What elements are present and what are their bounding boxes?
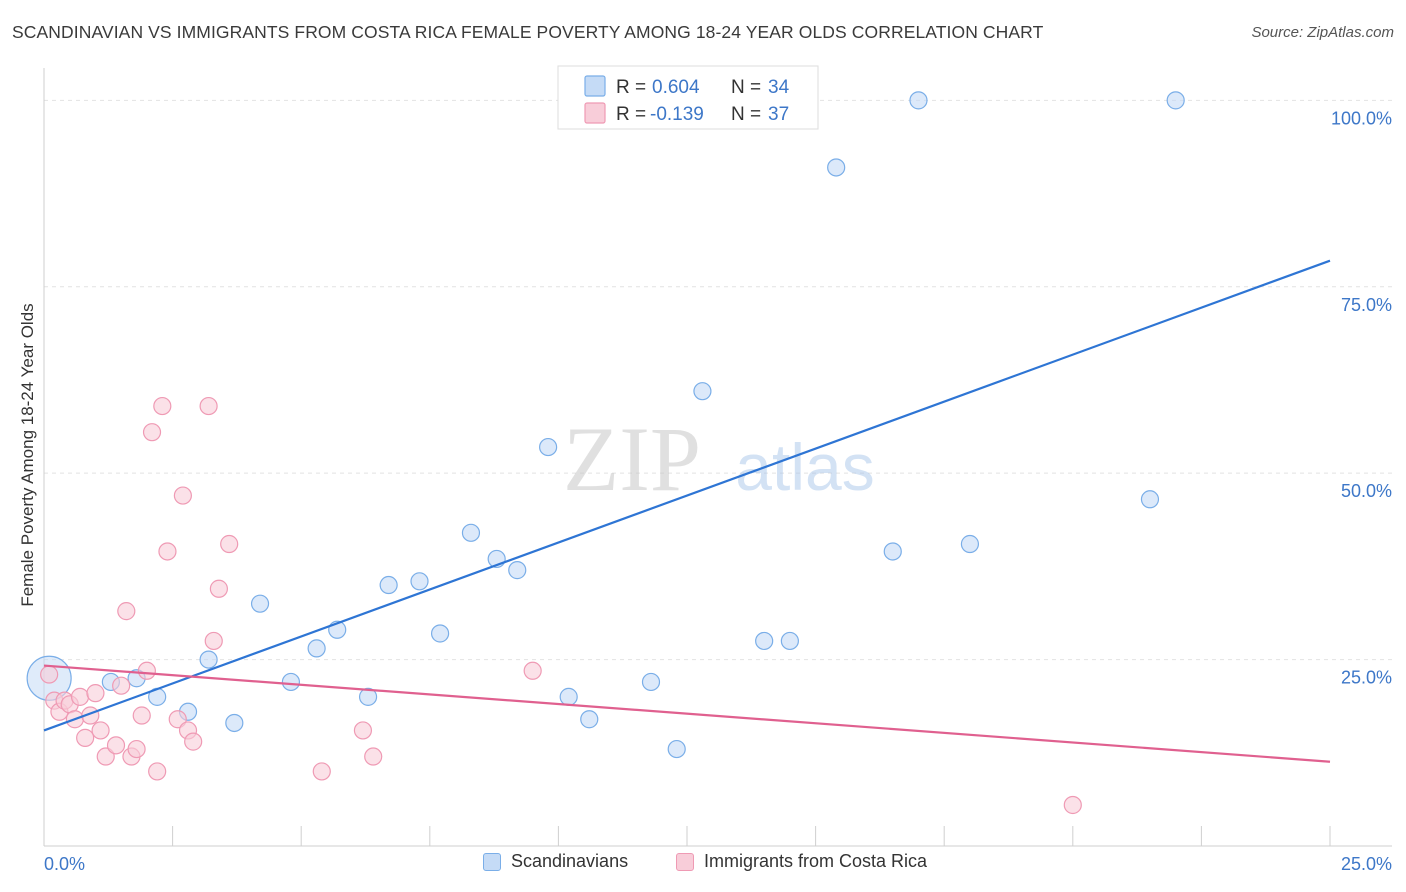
y-tick-label: 50.0%: [1341, 481, 1392, 501]
x-tick-labels: 0.0% 25.0%: [44, 854, 1392, 874]
costa-rica-trend-line: [43, 664, 1331, 763]
scandinavian-trend-line: [43, 259, 1331, 732]
watermark: ZIP atlas: [563, 408, 875, 510]
stat-r-value-1: 0.604: [652, 77, 700, 98]
costa-rica-point[interactable]: [353, 721, 373, 740]
costa-rica-point[interactable]: [153, 396, 172, 416]
legend-swatch-pink: [676, 852, 694, 871]
stat-r-label-2: R =: [616, 104, 646, 125]
scandinavian-point[interactable]: [780, 631, 799, 651]
costa-rica-point[interactable]: [112, 676, 131, 695]
scandinavian-point[interactable]: [1140, 490, 1160, 509]
costa-rica-point[interactable]: [117, 602, 136, 621]
costa-rica-point[interactable]: [209, 579, 228, 598]
scandinavian-point[interactable]: [909, 91, 928, 110]
costa-rica-point[interactable]: [127, 739, 146, 759]
legend-swatch-blue: [483, 852, 501, 871]
legend-item-scandinavians[interactable]: Scandinavians: [483, 851, 628, 872]
x-ticks: [43, 826, 1331, 846]
stats-legend: R = 0.604 N = 34 R = -0.139 N = 37: [557, 65, 819, 130]
costa-rica-point[interactable]: [158, 542, 177, 561]
costa-rica-point[interactable]: [184, 732, 203, 751]
costa-rica-point[interactable]: [137, 661, 156, 680]
legend-item-costa-rica[interactable]: Immigrants from Costa Rica: [676, 851, 927, 872]
scandinavian-point[interactable]: [580, 710, 599, 729]
scandinavian-point[interactable]: [693, 382, 712, 401]
y-tick-label: 100.0%: [1331, 108, 1392, 128]
legend-label-scandinavians: Scandinavians: [511, 851, 629, 871]
stat-r-label-1: R =: [616, 77, 646, 98]
scandinavian-point[interactable]: [281, 672, 301, 692]
scandinavian-point[interactable]: [827, 158, 846, 177]
costa-rica-point[interactable]: [364, 747, 383, 766]
scandinavian-point[interactable]: [667, 739, 686, 759]
costa-rica-point[interactable]: [76, 728, 95, 747]
costa-rica-point[interactable]: [1063, 795, 1082, 815]
costa-rica-point[interactable]: [173, 486, 192, 505]
y-tick-label: 75.0%: [1341, 295, 1392, 315]
costa-rica-point[interactable]: [106, 736, 126, 755]
stat-n-value-1: 34: [768, 77, 790, 98]
watermark-atlas: atlas: [735, 430, 874, 504]
costa-rica-point[interactable]: [168, 710, 187, 729]
scandinavian-point[interactable]: [430, 624, 450, 643]
scandinavian-point[interactable]: [539, 437, 558, 457]
scandinavian-point[interactable]: [755, 631, 774, 651]
trend-lines: [43, 259, 1331, 763]
axes: [43, 68, 1392, 847]
scandinavian-point[interactable]: [410, 572, 429, 591]
costa-rica-point[interactable]: [199, 396, 218, 416]
scandinavian-point[interactable]: [225, 713, 244, 733]
legend-label-costa-rica: Immigrants from Costa Rica: [704, 851, 928, 871]
scandinavian-point[interactable]: [379, 575, 398, 595]
costa-rica-point[interactable]: [148, 762, 167, 781]
costa-rica-point[interactable]: [142, 423, 162, 442]
scandinavian-point[interactable]: [1166, 91, 1185, 110]
scandinavian-point[interactable]: [250, 594, 270, 613]
scandinavian-point[interactable]: [641, 672, 661, 692]
costa-rica-point[interactable]: [204, 631, 223, 651]
x-tick-label-min: 0.0%: [44, 854, 85, 874]
scandinavian-point[interactable]: [508, 561, 527, 580]
stat-n-value-2: 37: [768, 104, 789, 125]
scandinavian-point[interactable]: [461, 523, 481, 542]
scandinavian-point[interactable]: [199, 650, 218, 669]
gridlines: [44, 99, 1392, 661]
x-tick-label-max: 25.0%: [1341, 854, 1392, 874]
costa-rica-point[interactable]: [40, 665, 59, 684]
stat-n-label-1: N =: [731, 77, 761, 98]
chart-title: SCANDINAVIAN VS IMMIGRANTS FROM COSTA RI…: [12, 22, 1044, 42]
legend-swatch-scandinavians: [584, 75, 606, 97]
data-points: [26, 91, 1185, 815]
costa-rica-point[interactable]: [312, 762, 331, 781]
scandinavian-point[interactable]: [358, 687, 378, 706]
scandinavian-point[interactable]: [960, 534, 980, 554]
scandinavian-point[interactable]: [559, 687, 578, 706]
y-tick-label: 25.0%: [1341, 668, 1392, 688]
scandinavian-point[interactable]: [883, 542, 902, 561]
costa-rica-point[interactable]: [220, 534, 239, 554]
y-tick-labels: 100.0% 75.0% 50.0% 25.0%: [1331, 108, 1392, 687]
scandinavian-point[interactable]: [307, 639, 326, 658]
stat-n-label-2: N =: [731, 104, 761, 125]
costa-rica-point[interactable]: [70, 687, 90, 706]
legend-swatch-costa-rica: [584, 102, 606, 124]
costa-rica-point[interactable]: [86, 684, 105, 703]
costa-rica-point[interactable]: [132, 706, 151, 725]
costa-rica-point[interactable]: [523, 661, 542, 680]
costa-rica-point[interactable]: [96, 747, 115, 766]
source-label: Source: ZipAtlas.com: [1251, 24, 1394, 41]
bottom-legend: Scandinavians Immigrants from Costa Rica: [0, 851, 1406, 877]
costa-rica-point[interactable]: [91, 721, 110, 740]
watermark-zip: ZIP: [563, 408, 701, 510]
stat-r-value-2: -0.139: [650, 104, 704, 125]
